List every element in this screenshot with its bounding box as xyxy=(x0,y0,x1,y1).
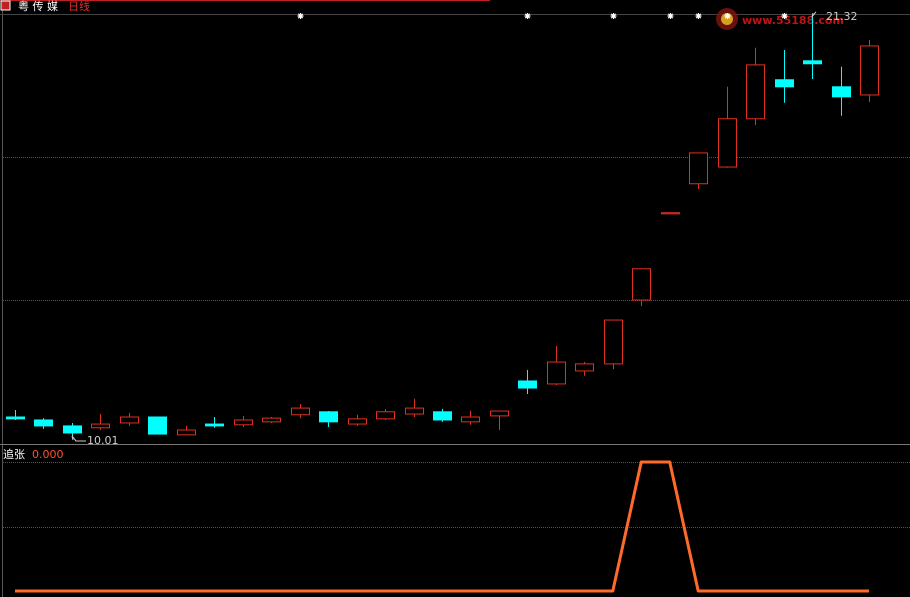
candle-body xyxy=(775,79,794,88)
signal-star xyxy=(724,13,731,19)
candle-body xyxy=(63,425,82,434)
candle-body xyxy=(461,416,480,423)
candle-body xyxy=(832,86,851,98)
candle-body xyxy=(518,380,537,389)
candle-body xyxy=(746,64,765,120)
candle-body xyxy=(6,416,25,420)
candle-body xyxy=(34,419,53,427)
period: 日线 xyxy=(68,0,90,13)
signal-star xyxy=(610,13,617,19)
candle-body xyxy=(490,410,509,417)
candle-body xyxy=(632,268,651,301)
candle-body xyxy=(718,118,737,168)
candle-body xyxy=(803,60,822,65)
candle-body xyxy=(291,407,310,416)
signal-star xyxy=(781,13,788,19)
stock-name: 粤 传 媒 xyxy=(18,0,58,13)
candle-body xyxy=(860,45,879,96)
signal-star xyxy=(667,13,674,19)
low-arrow xyxy=(71,435,86,442)
candle-body xyxy=(433,411,452,421)
candle-body xyxy=(91,423,110,429)
candle-body xyxy=(689,152,708,185)
candle-body xyxy=(319,411,338,423)
candle-body xyxy=(405,407,424,415)
candle-body xyxy=(661,212,680,215)
candle-body xyxy=(177,429,196,436)
candle-body xyxy=(205,423,224,427)
candle-body xyxy=(547,361,566,385)
candle-body xyxy=(376,411,395,420)
high-arrow xyxy=(811,11,817,18)
indicator-line xyxy=(15,460,869,593)
candle-body xyxy=(120,416,139,424)
signal-star xyxy=(297,13,304,19)
low-label: 10.01 xyxy=(87,434,119,447)
candle-body xyxy=(348,418,367,425)
indicator-name: 追张 xyxy=(3,447,25,461)
watermark: www.55188.com xyxy=(742,14,844,27)
candle-body xyxy=(148,416,167,435)
candle-body xyxy=(262,417,281,423)
candle-body xyxy=(604,319,623,365)
high-label: 21.32 xyxy=(826,10,858,23)
candle-body xyxy=(575,363,594,372)
signal-star xyxy=(695,13,702,19)
indicator-value: 0.000 xyxy=(32,448,64,461)
menu-icon[interactable] xyxy=(0,0,11,11)
candle-body xyxy=(234,419,253,426)
signal-star xyxy=(524,13,531,19)
